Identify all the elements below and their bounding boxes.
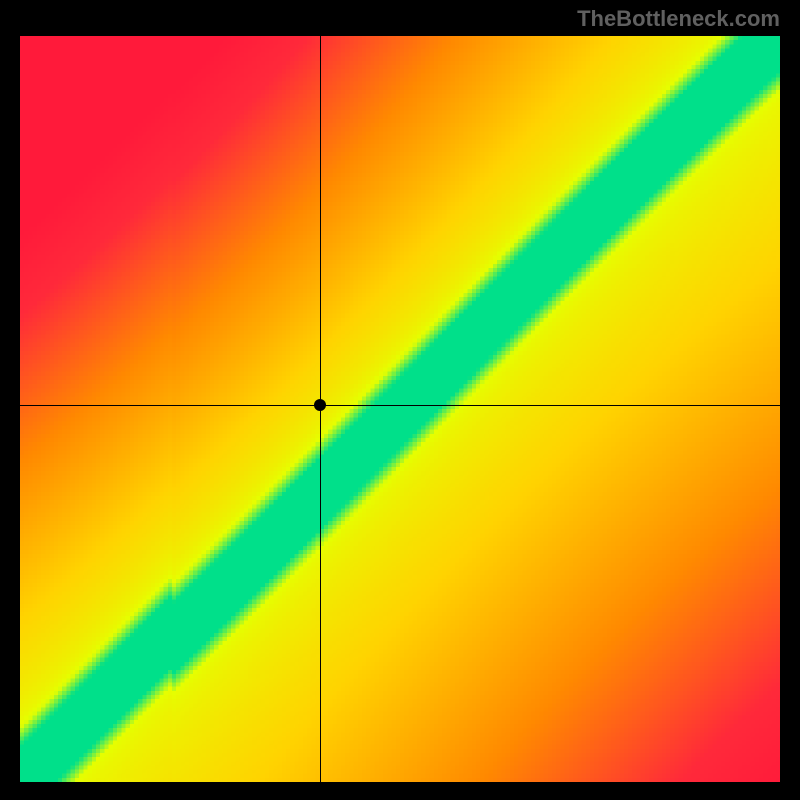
marker-dot — [314, 399, 326, 411]
attribution-text: TheBottleneck.com — [577, 6, 780, 32]
outer-frame: TheBottleneck.com — [0, 0, 800, 800]
crosshair-horizontal — [20, 405, 780, 406]
heatmap-canvas — [20, 36, 780, 782]
bottleneck-heatmap — [20, 36, 780, 782]
